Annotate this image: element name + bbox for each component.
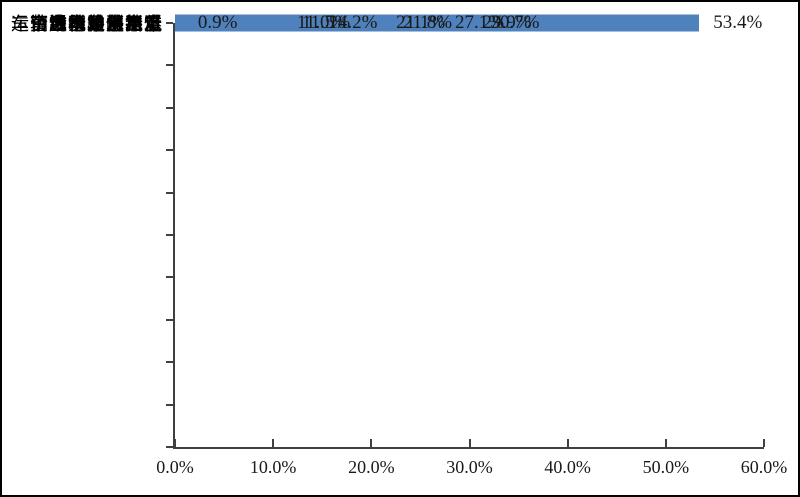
y-axis-tick (166, 22, 173, 24)
category-label: 税费负担重 (68, 14, 163, 34)
value-label: 11.0% (296, 12, 346, 33)
x-tick-label: 30.0% (446, 457, 493, 477)
x-axis-tick (566, 439, 569, 447)
value-label: 0.9% (197, 12, 238, 33)
x-tick-label: 20.0% (348, 457, 395, 477)
y-axis-tick (166, 191, 173, 194)
category-label: 市场价格水平低 (30, 14, 163, 34)
bar (175, 14, 283, 32)
y-axis-tick (166, 64, 173, 67)
y-axis-tick (166, 403, 173, 406)
value-label: 30.7% (490, 12, 540, 33)
category-label: 资金不足融资难 (30, 14, 163, 34)
value-label: 53.4% (713, 12, 763, 33)
y-axis-tick (166, 149, 173, 152)
plot-area: 运营成本过快上涨 53.4% 市场需求不足 30.7% 资金不足融资难 29.9% 税费负担… (11, 12, 787, 477)
category-label: 企业市场退出难 (30, 14, 163, 34)
category-label: 用地难用地贵 (49, 14, 163, 34)
x-tick-label: 50.0% (642, 457, 690, 477)
y-axis-tick (166, 276, 173, 279)
value-label: 11.5% (301, 12, 351, 33)
value-label: 21.8% (403, 12, 453, 33)
category-label: 缺人才用工难 (49, 14, 163, 34)
category-label: 企业创新难 (68, 14, 163, 34)
y-axis-tick (166, 106, 173, 109)
value-label: 27.1% (455, 12, 505, 33)
x-tick-label: 40.0% (544, 457, 591, 477)
x-axis-tick (174, 439, 176, 447)
bar (175, 14, 184, 32)
y-axis-tick (166, 318, 173, 321)
value-label: 14.2% (328, 12, 378, 33)
x-axis-tick (370, 439, 373, 447)
x-axis-tick (763, 439, 765, 447)
x-tick-label: 60.0% (740, 457, 788, 477)
y-axis-tick (166, 361, 173, 364)
x-tick-label: 0.0% (156, 457, 194, 477)
category-label: 市场需求不足 (49, 14, 163, 34)
category-label: 运营成本过快上涨 (11, 14, 163, 34)
value-label: 21.1% (396, 12, 446, 33)
y-axis-tick (166, 446, 173, 448)
x-axis-tick (272, 439, 275, 447)
x-tick-label: 10.0% (249, 457, 297, 477)
y-axis-tick (166, 234, 173, 236)
x-axis-tick (664, 439, 667, 447)
x-axis-tick (468, 439, 471, 447)
value-label: 29.9% (482, 12, 532, 33)
category-label: 车辆通行难停靠难 (11, 14, 163, 34)
